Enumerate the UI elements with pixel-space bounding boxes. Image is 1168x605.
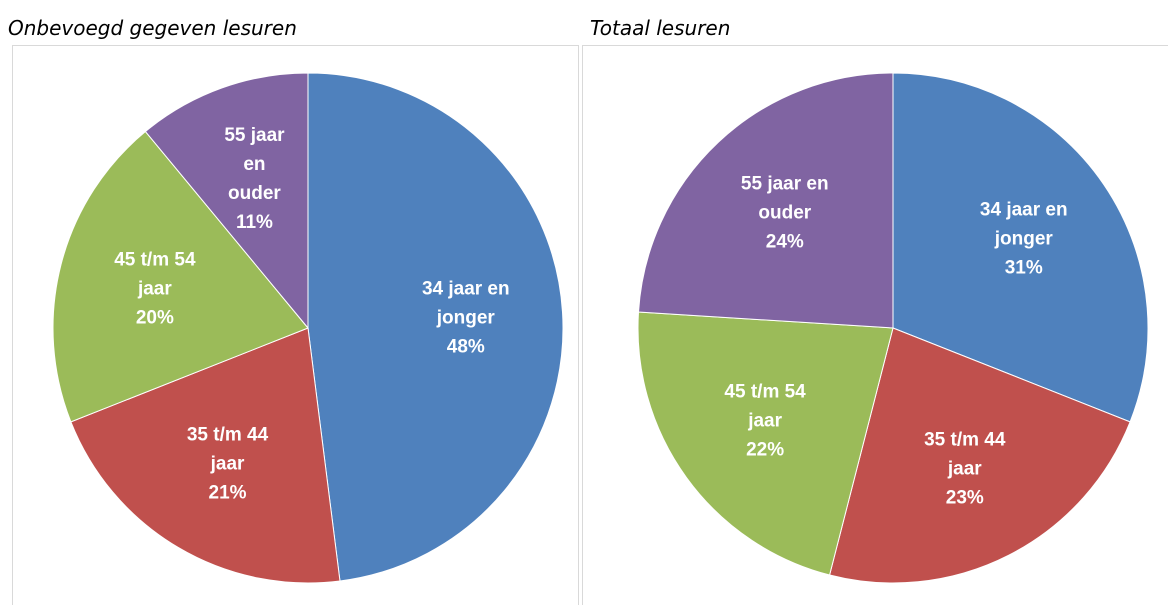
pie-slice <box>70 327 341 584</box>
slice-label: 34 jaar en jonger 31% <box>968 196 1080 283</box>
slice-label: 55 jaar en ouder 24% <box>729 169 841 256</box>
value-label: 11% <box>235 212 273 234</box>
pie-slice <box>828 327 1131 584</box>
chart-panel <box>582 45 1168 605</box>
slice-label: 35 t/m 44 jaar 21% <box>187 421 269 508</box>
slice-label: 55 jaar en ouder 11% <box>216 121 292 237</box>
slice-label: 34 jaar en jonger 48% <box>410 275 522 362</box>
category-label: 55 jaar en ouder <box>740 173 829 224</box>
value-label: 48% <box>446 336 485 358</box>
slice-label: 45 t/m 54 jaar 22% <box>724 377 806 464</box>
value-label: 21% <box>208 482 247 504</box>
value-label: 24% <box>765 231 804 253</box>
slice-label: 45 t/m 54 jaar 20% <box>114 245 196 332</box>
category-label: 45 t/m 54 jaar <box>724 381 806 432</box>
pie-slice <box>637 311 894 576</box>
category-label: 45 t/m 54 jaar <box>114 249 196 300</box>
category-label: 35 t/m 44 jaar <box>924 429 1006 480</box>
pie-slice <box>307 72 564 582</box>
value-label: 20% <box>135 307 174 329</box>
slice-label: 35 t/m 44 jaar 23% <box>924 425 1006 512</box>
category-label: 34 jaar en jonger <box>979 199 1068 250</box>
pie-slice <box>52 130 309 423</box>
pie-slice <box>144 72 309 330</box>
category-label: 34 jaar en jonger <box>421 278 510 329</box>
pie-slice <box>637 72 894 329</box>
category-label: 35 t/m 44 jaar <box>186 424 269 475</box>
chart-panel <box>12 45 579 605</box>
chart-title: Onbevoegd gegeven lesuren <box>8 16 297 40</box>
value-label: 23% <box>945 487 984 509</box>
value-label: 22% <box>746 439 785 461</box>
category-label: 55 jaar en ouder <box>224 125 285 205</box>
chart-title: Totaal lesuren <box>590 16 731 40</box>
pie-slice <box>892 72 1149 423</box>
value-label: 31% <box>1004 257 1043 279</box>
